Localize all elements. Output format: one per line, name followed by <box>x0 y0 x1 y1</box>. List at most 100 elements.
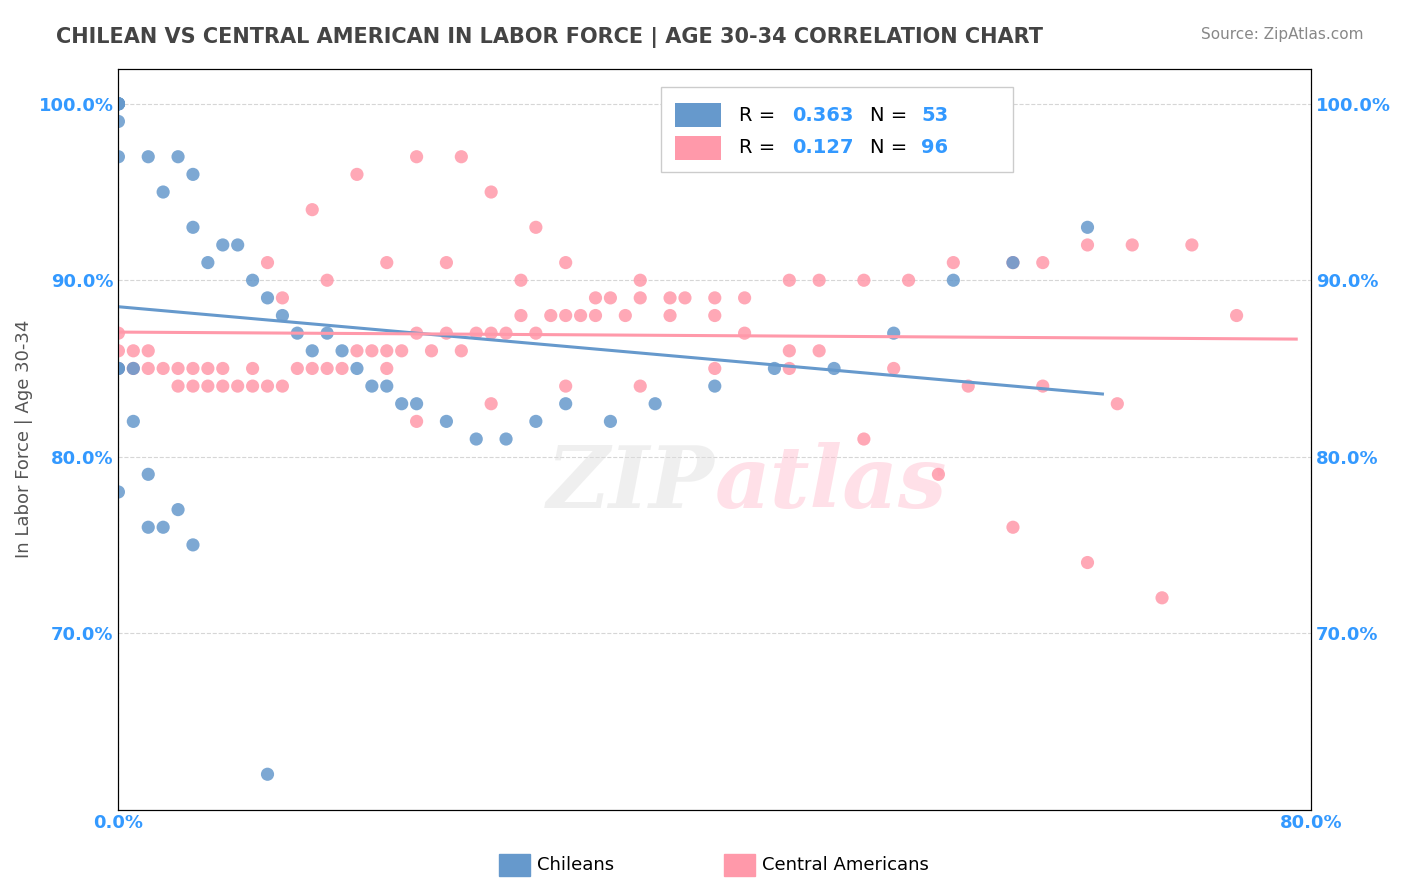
Text: 96: 96 <box>921 138 948 157</box>
Point <box>495 326 517 341</box>
Point <box>628 379 651 393</box>
Point <box>599 291 621 305</box>
Point <box>852 432 875 446</box>
Point <box>256 767 278 781</box>
Point <box>703 291 725 305</box>
Text: Source: ZipAtlas.com: Source: ZipAtlas.com <box>1201 27 1364 42</box>
Text: atlas: atlas <box>714 442 948 525</box>
Point <box>360 343 382 358</box>
Point <box>1001 255 1024 269</box>
Point <box>316 273 339 287</box>
Point <box>107 96 129 111</box>
Point <box>271 291 294 305</box>
Point <box>703 379 725 393</box>
Point <box>122 414 145 428</box>
Point <box>107 96 129 111</box>
Point <box>703 309 725 323</box>
Point <box>436 255 458 269</box>
Point <box>778 273 800 287</box>
Point <box>167 361 190 376</box>
Point <box>181 538 204 552</box>
Point <box>242 379 264 393</box>
Point <box>479 397 502 411</box>
Point <box>734 326 756 341</box>
Point <box>585 309 607 323</box>
Point <box>703 361 725 376</box>
Point <box>405 150 427 164</box>
Point <box>181 379 204 393</box>
Point <box>778 361 800 376</box>
Point <box>1076 556 1098 570</box>
Point <box>436 414 458 428</box>
Point <box>1226 309 1249 323</box>
Point <box>136 467 159 482</box>
Point <box>197 379 219 393</box>
Text: R =: R = <box>738 106 782 125</box>
Point <box>360 379 382 393</box>
Point <box>375 361 398 376</box>
Point <box>883 326 905 341</box>
Point <box>107 96 129 111</box>
Point <box>107 361 129 376</box>
Point <box>524 326 547 341</box>
Text: ZIP: ZIP <box>547 442 714 525</box>
Point <box>659 291 682 305</box>
Point <box>1076 238 1098 252</box>
Point <box>330 343 353 358</box>
Point <box>778 343 800 358</box>
Point <box>107 485 129 500</box>
Point <box>554 255 576 269</box>
Point <box>136 343 159 358</box>
Point <box>883 361 905 376</box>
Point <box>285 326 308 341</box>
Bar <box>499 854 530 876</box>
Point <box>524 220 547 235</box>
Point <box>465 432 488 446</box>
Point <box>375 343 398 358</box>
Point <box>107 361 129 376</box>
FancyBboxPatch shape <box>661 87 1012 172</box>
Point <box>136 361 159 376</box>
Point <box>211 361 233 376</box>
Point <box>628 291 651 305</box>
Text: 0.127: 0.127 <box>793 138 853 157</box>
Point <box>107 343 129 358</box>
Text: R =: R = <box>738 138 782 157</box>
Point <box>152 520 174 534</box>
Point <box>405 414 427 428</box>
Point <box>479 326 502 341</box>
Point <box>763 361 786 376</box>
Point <box>1181 238 1204 252</box>
Point <box>346 343 368 358</box>
Text: Chileans: Chileans <box>537 856 614 874</box>
Point <box>465 326 488 341</box>
Point <box>436 326 458 341</box>
Point <box>197 361 219 376</box>
Point <box>256 291 278 305</box>
Point <box>510 273 533 287</box>
Point <box>897 273 920 287</box>
FancyBboxPatch shape <box>675 103 721 127</box>
Point <box>167 379 190 393</box>
Point <box>1001 255 1024 269</box>
Point <box>942 255 965 269</box>
Point <box>211 238 233 252</box>
FancyBboxPatch shape <box>675 136 721 160</box>
Point <box>1121 238 1143 252</box>
Point <box>107 96 129 111</box>
Point <box>107 114 129 128</box>
Point <box>242 361 264 376</box>
Point <box>479 185 502 199</box>
Point <box>346 361 368 376</box>
Point <box>181 167 204 181</box>
Point <box>301 343 323 358</box>
Point <box>242 273 264 287</box>
Text: CHILEAN VS CENTRAL AMERICAN IN LABOR FORCE | AGE 30-34 CORRELATION CHART: CHILEAN VS CENTRAL AMERICAN IN LABOR FOR… <box>56 27 1043 48</box>
Point <box>107 361 129 376</box>
Point <box>808 343 831 358</box>
Point <box>1076 220 1098 235</box>
Point <box>585 291 607 305</box>
Point <box>301 361 323 376</box>
Point <box>734 291 756 305</box>
Point <box>450 343 472 358</box>
